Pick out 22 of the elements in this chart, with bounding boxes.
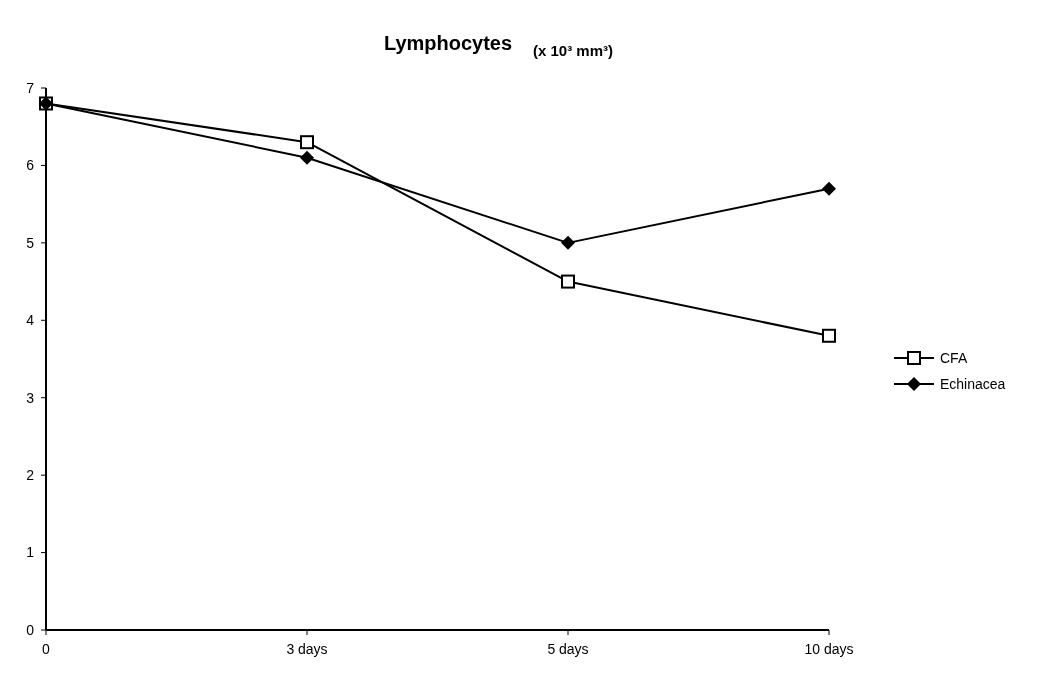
point: [822, 181, 836, 196]
point: [822, 328, 836, 343]
legend-label: CFA: [940, 349, 968, 366]
y-tick-label: 6: [26, 157, 35, 174]
chart-subtitle: (x 10³ mm³): [533, 42, 614, 59]
point: [561, 235, 575, 250]
y-tick-label: 1: [26, 544, 35, 561]
y-tick-label: 5: [26, 234, 35, 251]
point: [561, 274, 575, 289]
y-tick-label: 0: [26, 621, 35, 638]
point: [300, 150, 314, 165]
chart-title: Lymphocytes: [383, 32, 513, 54]
x-tick-label: 10 days: [804, 641, 854, 657]
y-tick-label: 3: [26, 389, 35, 406]
y-tick-label: 2: [26, 467, 35, 484]
x-tick-label: 5 days: [547, 641, 589, 657]
x-tick-label: 3 days: [286, 641, 328, 657]
y-tick-label: 4: [26, 312, 35, 329]
y-tick-label: 7: [26, 79, 35, 96]
legend-label: Echinacea: [940, 375, 1006, 392]
point: [300, 135, 314, 150]
x-tick-label: 0: [42, 641, 51, 657]
